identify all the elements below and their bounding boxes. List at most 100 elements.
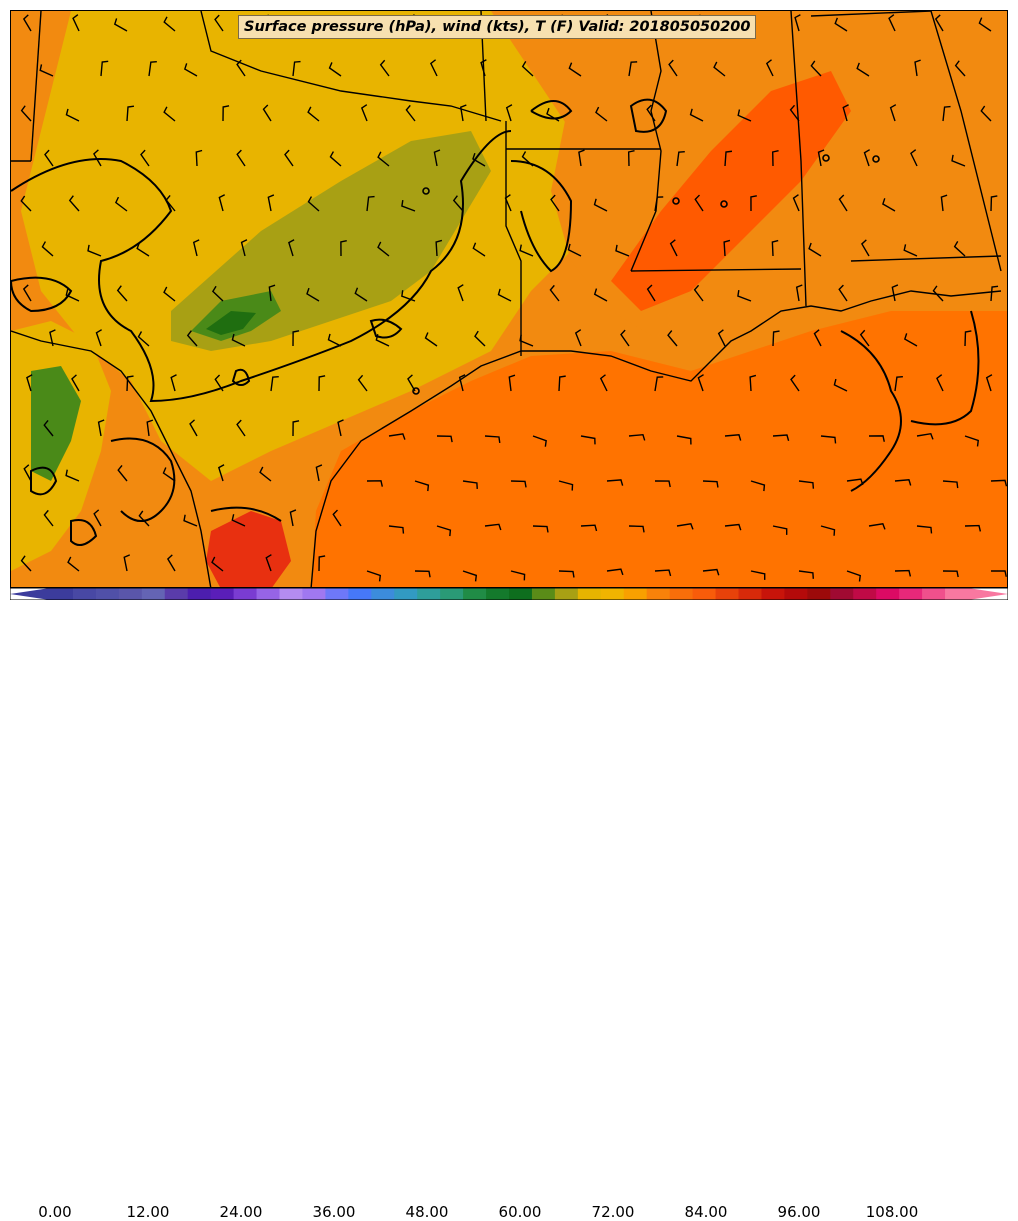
coastline (11, 290, 1002, 587)
wind-barb (669, 239, 678, 257)
colorbar-segments (10, 588, 1008, 600)
wind-barb (953, 241, 966, 257)
wind-barb (93, 149, 102, 167)
wind-barb (990, 570, 1007, 577)
wind-barb (558, 480, 574, 491)
wind-barb (558, 375, 566, 392)
colorbar-segment (302, 588, 326, 600)
wind-barb (834, 17, 848, 32)
wind-barb (903, 333, 918, 347)
wind-barb (170, 374, 177, 392)
colorbar-segment (164, 588, 189, 600)
colorbar-segment (118, 588, 143, 600)
wind-barb (846, 570, 862, 582)
wind-barb (505, 104, 513, 122)
wind-barb (532, 435, 547, 447)
wind-barb (789, 104, 800, 122)
wind-barb (723, 239, 731, 257)
wind-barb (951, 154, 966, 167)
wind-barb (240, 239, 248, 257)
wind-barb (942, 105, 951, 122)
wind-barb (401, 200, 416, 212)
colorbar-segment (945, 588, 969, 600)
wind-barb (379, 59, 390, 77)
wind-barb (627, 149, 635, 167)
colorbar-segment (256, 588, 280, 600)
wind-barb (667, 330, 678, 347)
wind-barb (750, 480, 766, 492)
wind-barb (65, 108, 80, 122)
wind-barb (366, 480, 383, 487)
colorbar-extend-min (10, 588, 50, 600)
wind-barb (236, 149, 246, 167)
colorbar-segment (325, 588, 349, 600)
wind-barb (620, 329, 630, 347)
wind-barb (772, 525, 788, 535)
wind-barb (318, 555, 326, 572)
wind-barb (894, 376, 903, 392)
wind-barb (676, 435, 692, 445)
wind-barb (724, 434, 742, 441)
wind-barb (891, 284, 899, 302)
wind-barb (424, 332, 438, 347)
wind-barb (978, 17, 992, 32)
wind-barb (702, 480, 719, 488)
wind-barb (713, 61, 726, 77)
wind-barb (532, 525, 549, 533)
wind-barb (211, 285, 224, 302)
wind-barb (307, 106, 320, 122)
wind-barb (628, 525, 645, 533)
wind-barb (20, 195, 32, 212)
wind-barb (163, 16, 176, 32)
wind-barb (484, 435, 501, 444)
wind-barb (628, 61, 638, 77)
wind-barb (137, 331, 150, 347)
wind-barb (820, 435, 837, 444)
wind-barb (327, 333, 342, 347)
wind-barb (861, 239, 870, 257)
wind-barb (270, 375, 279, 392)
wind-barb (863, 149, 871, 167)
wind-barb (546, 107, 560, 122)
wind-barb (964, 524, 982, 532)
wind-barb (458, 374, 466, 392)
wind-barb (97, 419, 105, 437)
wind-barb (838, 284, 848, 302)
wind-barb (87, 244, 102, 257)
wind-barb (222, 105, 230, 122)
wind-barb (189, 419, 198, 437)
wind-barb (140, 149, 150, 167)
wind-barb (401, 290, 416, 302)
colorbar-segment (922, 588, 946, 600)
wind-barb (377, 151, 390, 167)
wind-barb (668, 59, 678, 77)
colorbar-segment (233, 588, 258, 600)
wind-barb (195, 149, 203, 167)
wind-barb (980, 105, 992, 122)
wind-barb (964, 330, 972, 347)
wind-barb (329, 151, 342, 167)
wind-barb (724, 523, 742, 531)
wind-barb (510, 480, 527, 488)
wind-barb (936, 374, 944, 392)
wind-barb (126, 105, 135, 122)
wind-barb (856, 62, 870, 77)
colorbar-segment (486, 588, 510, 600)
wind-barb (578, 149, 585, 167)
colorbar-segment (623, 588, 648, 600)
wind-barb (794, 14, 801, 32)
wind-barb (810, 60, 822, 77)
wind-barb (833, 378, 848, 392)
pressure-markers (412, 154, 880, 395)
wind-barb (43, 509, 54, 527)
colorbar-segment (600, 588, 625, 600)
wind-barb (990, 195, 998, 212)
wind-barb (289, 509, 297, 527)
wind-barb (964, 435, 980, 447)
wind-barb (436, 525, 452, 537)
wind-barb (39, 64, 54, 77)
wind-barb (472, 242, 486, 257)
wind-barb (65, 289, 80, 302)
wind-barb (916, 432, 934, 440)
wind-barb (217, 464, 225, 482)
